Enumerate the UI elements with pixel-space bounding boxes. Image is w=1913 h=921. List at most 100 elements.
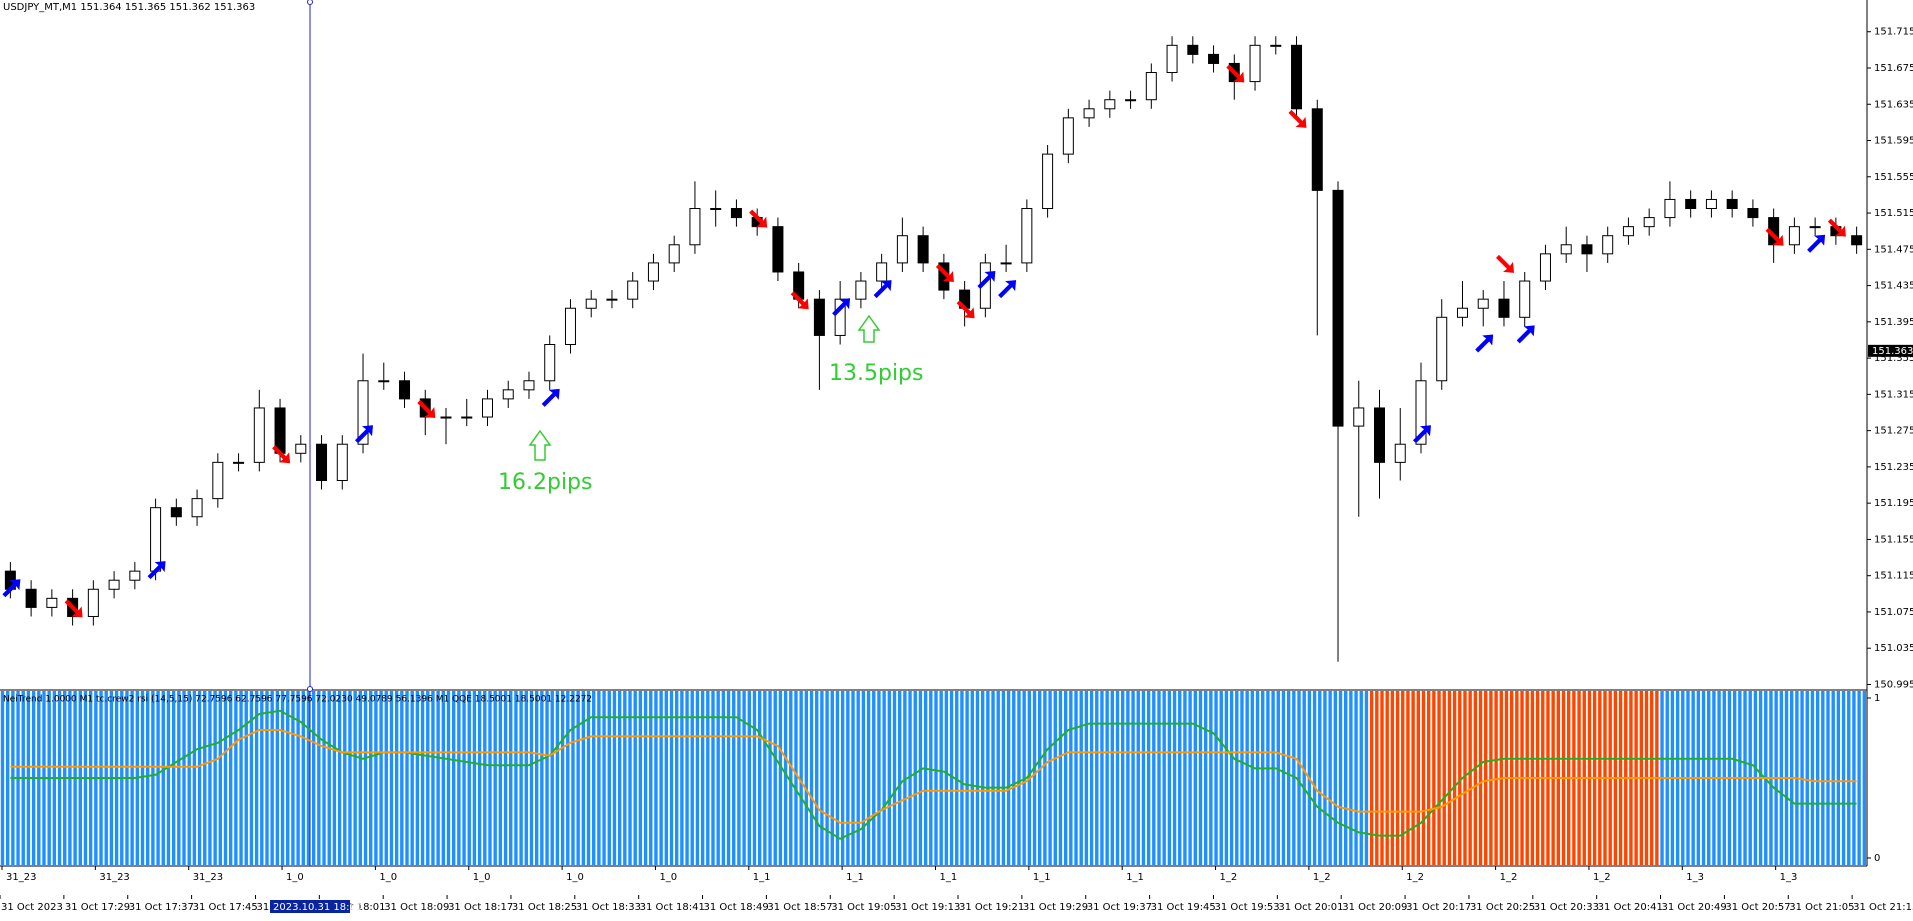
indicator-stripe [830, 691, 834, 865]
indicator-stripe [555, 691, 560, 865]
indicator-stripe [1286, 691, 1291, 865]
indicator-stripe [1354, 691, 1358, 865]
indicator-line [10, 709, 1857, 840]
candle-body [523, 380, 535, 391]
indicator-stripe [576, 691, 580, 865]
candle-body [191, 498, 203, 518]
y-tick-label: 151.355 [1874, 353, 1913, 364]
indicator-x-label: 1_2 [1406, 872, 1424, 883]
indicator-stripe [991, 691, 995, 865]
indicator-stripe [1852, 691, 1856, 865]
x-tick-label: 31 Oct 18:17 [448, 902, 513, 913]
candle-body [1726, 198, 1738, 210]
candle-body [87, 588, 99, 617]
indicator-stripe [690, 691, 694, 865]
candle-body [1415, 380, 1427, 445]
indicator-stripe [1494, 691, 1498, 865]
candle-body [1477, 298, 1489, 309]
indicator-stripe [187, 691, 191, 865]
candle-body [461, 416, 473, 419]
indicator-stripe [1038, 691, 1042, 865]
indicator-x-label: 1_3 [1686, 872, 1704, 883]
indicator-stripe [1089, 691, 1094, 865]
indicator-stripe [156, 691, 160, 865]
y-tick-label: 151.075 [1874, 607, 1913, 618]
indicator-stripe [1468, 691, 1472, 865]
indicator-stripe [545, 691, 549, 865]
indicator-stripe [1219, 691, 1223, 865]
indicator-stripe [384, 691, 388, 865]
candle-body [399, 380, 411, 400]
indicator-stripe [757, 691, 762, 865]
indicator-stripe [1048, 691, 1052, 865]
indicator-stripe [493, 691, 497, 865]
indicator-tick-label: 1 [1874, 693, 1880, 704]
indicator-stripe [5, 691, 10, 865]
indicator-stripe [866, 691, 871, 865]
indicator-stripe [633, 691, 637, 865]
y-tick-label: 151.155 [1874, 534, 1913, 545]
indicator-x-label: 1_3 [1780, 872, 1798, 883]
indicator-stripe [379, 691, 383, 865]
y-tick-label: 151.635 [1874, 99, 1913, 110]
candle-body [1042, 153, 1054, 210]
signal-arrow [1288, 109, 1307, 128]
indicator-stripe [161, 691, 165, 865]
indicator-stripe [249, 691, 254, 865]
indicator-stripe [742, 691, 746, 865]
indicator-stripe [747, 691, 751, 865]
indicator-stripe [146, 691, 150, 865]
indicator-stripe [1095, 691, 1099, 865]
indicator-stripe [623, 691, 627, 865]
indicator-stripe [213, 691, 217, 865]
indicator-stripe [394, 691, 399, 865]
indicator-stripe [789, 691, 793, 865]
signal-arrow [1765, 227, 1784, 246]
x-tick-label: 31 Oct 21:05 [1789, 902, 1854, 913]
indicator-stripe [1364, 691, 1369, 865]
indicator-stripe [872, 691, 876, 865]
indicator-stripe [581, 691, 586, 865]
indicator-stripe [949, 691, 954, 865]
indicator-stripe [1297, 691, 1301, 865]
signal-arrow [1413, 425, 1431, 444]
indicator-stripe [1826, 691, 1830, 865]
signal-arrow [998, 280, 1017, 299]
indicator-stripe [1281, 691, 1286, 865]
x-tick-label: 31 Oct 18:09 [384, 902, 449, 913]
indicator-stripe [514, 691, 518, 865]
indicator-stripe [664, 691, 669, 865]
indicator-title: NeiTrend 1.0000 M1 tc.crew2 rsi (14,5,15… [3, 695, 592, 705]
indicator-stripe [685, 691, 689, 865]
signal-arrow [64, 599, 83, 618]
indicator-stripe [1131, 691, 1135, 865]
y-tick-label: 150.995 [1874, 679, 1913, 690]
signal-arrow [272, 445, 291, 464]
x-tick-label: 31 Oct 20:33 [1534, 902, 1599, 913]
indicator-stripe [1224, 691, 1229, 865]
candle-body [440, 416, 452, 419]
indicator-stripe [970, 691, 974, 865]
indicator-stripe [1349, 691, 1353, 865]
indicator-x-label: 1_0 [286, 872, 304, 883]
candle-body [316, 443, 328, 481]
indicator-stripe [192, 691, 197, 865]
indicator-stripe [1178, 691, 1182, 865]
candle-body [1145, 72, 1157, 101]
indicator-stripe [358, 691, 363, 865]
indicator-stripe [586, 691, 591, 865]
indicator-x-label: 1_0 [379, 872, 397, 883]
indicator-stripe [1022, 691, 1026, 865]
candle-body [1581, 244, 1593, 255]
indicator-x-label: 1_1 [753, 872, 771, 883]
indicator-stripe [1032, 691, 1037, 865]
indicator-stripe [1141, 691, 1146, 865]
x-tick-label: 31 Oct 19:45 [1151, 902, 1216, 913]
indicator-stripe [882, 691, 886, 865]
indicator-stripe [1333, 691, 1338, 865]
x-tick-label: 31 Oct 19:29 [1023, 902, 1088, 913]
indicator-stripe [1292, 691, 1296, 865]
candle-body [170, 507, 182, 518]
indicator-stripe [1146, 691, 1151, 865]
candle-body [606, 298, 618, 301]
